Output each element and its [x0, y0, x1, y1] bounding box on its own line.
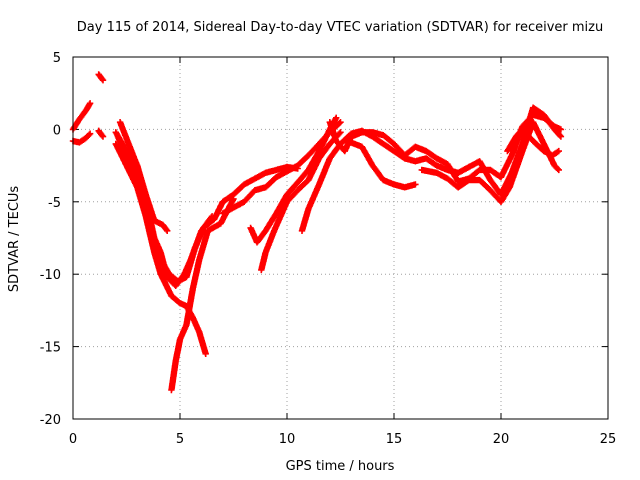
series-arc-11: [258, 129, 344, 274]
plot-frame: [72, 56, 609, 420]
y-tick-labels: 5 0 -5 -10 -15 -20: [40, 51, 61, 428]
y-tick-label: -20: [40, 413, 61, 428]
x-tick-label: 5: [176, 432, 184, 447]
x-axis-label: GPS time / hours: [286, 459, 395, 474]
series-arc-16: [418, 119, 562, 205]
series-arc-12: [247, 114, 340, 246]
series-arc-4: [95, 71, 107, 84]
chart-title: Day 115 of 2014, Sidereal Day-to-day VTE…: [77, 20, 603, 35]
y-tick-label: 0: [53, 123, 61, 138]
series-arc-15: [343, 137, 419, 191]
x-tick-label: 20: [493, 432, 510, 447]
series-arc-7: [116, 119, 171, 234]
series-arc-3: [95, 127, 107, 140]
x-tick-label: 10: [279, 432, 296, 447]
y-axis-label: SDTVAR / TECUs: [7, 186, 22, 293]
series-arc-14: [326, 111, 565, 185]
y-tick-label: -10: [40, 268, 61, 283]
x-tick-label: 25: [600, 432, 617, 447]
x-tick-labels: 0 5 10 15 20 25: [69, 432, 616, 447]
x-tick-label: 0: [69, 432, 77, 447]
y-tick-label: 5: [53, 51, 61, 66]
grid: [73, 57, 608, 419]
series-arc-8: [114, 133, 301, 285]
data-series: [69, 71, 565, 394]
y-tick-label: -15: [40, 341, 61, 356]
x-tick-label: 15: [386, 432, 403, 447]
series-arc-17: [504, 126, 562, 159]
series-arc-9: [168, 195, 237, 394]
y-tick-label: -5: [48, 196, 61, 211]
